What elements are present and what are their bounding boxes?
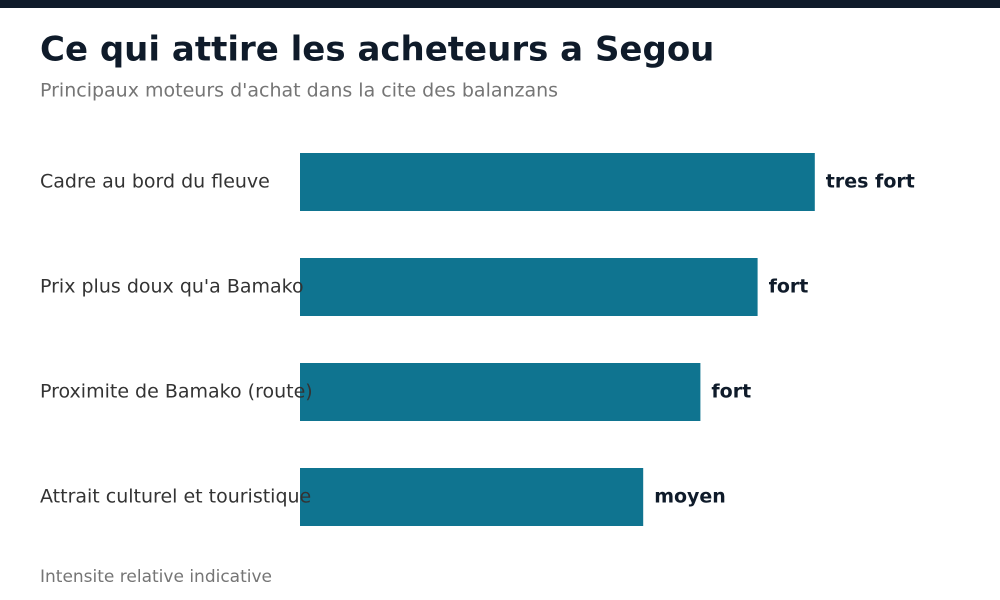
bar	[300, 153, 815, 211]
category-label: Prix plus doux qu'a Bamako	[40, 276, 304, 298]
chart-title: Ce qui attire les acheteurs a Segou	[40, 30, 714, 70]
value-label: moyen	[654, 486, 726, 508]
category-label: Proximite de Bamako (route)	[40, 381, 313, 403]
value-label: tres fort	[826, 171, 915, 193]
top-band	[0, 0, 1000, 8]
chart-note: Intensite relative indicative	[40, 567, 272, 587]
category-label: Attrait culturel et touristique	[40, 486, 311, 508]
value-label: fort	[711, 381, 751, 403]
bar	[300, 468, 644, 526]
chart-subtitle: Principaux moteurs d'achat dans la cite …	[40, 80, 558, 102]
bar	[300, 258, 758, 316]
category-label: Cadre au bord du fleuve	[40, 171, 270, 193]
value-label: fort	[769, 276, 809, 298]
bar	[300, 363, 701, 421]
